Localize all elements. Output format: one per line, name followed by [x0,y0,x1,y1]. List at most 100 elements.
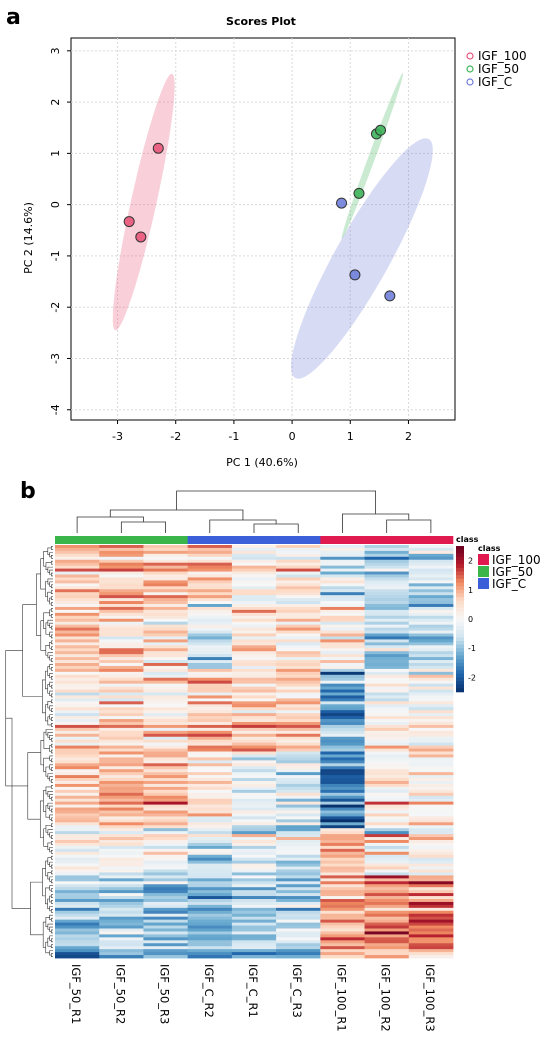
heatmap-cell [408,651,454,655]
heatmap-cell [276,724,321,729]
heatmap-cell [143,742,189,746]
heatmap-cell [55,904,100,909]
heatmap-cell [99,795,144,800]
heatmap-cell [276,916,321,921]
class-bar-igf-50 [55,536,100,544]
heatmap-cell [187,580,233,584]
heatmap-cell [231,651,277,655]
heatmap-cell [320,798,365,803]
heatmap-cell [143,775,189,779]
heatmap-cell [55,949,100,953]
heatmap-cell [187,674,233,679]
heatmap-cell [276,754,321,758]
heatmap-cell [276,736,321,741]
heatmap-cell [187,713,233,717]
heatmap-cell [99,736,144,741]
heatmap-cell [320,724,365,729]
heatmap-cell [99,848,144,853]
heatmap-cell [143,612,189,617]
heatmap-cell [276,795,321,800]
heatmap-cell [99,686,144,690]
heatmap-cell [231,955,277,959]
heatmap-cell [231,609,277,614]
heatmap-cell [276,615,321,620]
heatmap-cell [408,754,454,758]
heatmap-cell [408,748,454,752]
heatmap-cell [55,562,100,567]
heatmap-cell [364,813,410,817]
heatmap-cell [99,834,144,838]
heatmap-cell [143,946,189,950]
heatmap-cell [276,556,321,561]
heatmap-cell [143,606,189,611]
heatmap-cell [143,837,189,841]
heatmap-cell [364,633,410,637]
heatmap-cell [55,683,100,687]
colorbar-segment [456,611,464,616]
heatmap-cell [364,807,410,811]
heatmap-cell [143,580,189,584]
heatmap-cell [320,807,365,811]
heatmap-cell [143,878,189,882]
heatmap-cell [408,577,454,581]
heatmap-cell [276,627,321,631]
heatmap-cell [187,778,233,782]
heatmap-cell [364,854,410,859]
heatmap-cell [99,559,144,564]
heatmap-cell [55,730,100,735]
heatmap-cell [55,878,100,882]
heatmap-cell [320,899,365,903]
heatmap-cell [143,701,189,705]
heatmap-cell [320,810,365,814]
heatmap-cell [55,660,100,664]
heatmap-cell [364,816,410,820]
column-label: IGF_C_R3 [290,964,304,1018]
heatmap-cell [55,612,100,617]
heatmap-cell [55,943,100,947]
heatmap-cell [143,955,189,959]
heatmap-cell [408,919,454,923]
heatmap-cell [99,837,144,841]
heatmap-cell [187,757,233,761]
column-dendrogram [76,490,432,533]
heatmap-cell [187,716,233,720]
heatmap-cell [364,565,410,569]
heatmap-cell [408,627,454,631]
heatmap-cell [320,766,365,770]
heatmap-cell [276,819,321,823]
heatmap-cell [320,851,365,856]
heatmap-cell [276,828,321,832]
heatmap-cell [187,837,233,841]
heatmap-cell [231,928,277,932]
heatmap-cell [187,943,233,947]
heatmap-cell [408,654,454,658]
heatmap-cell [276,609,321,614]
heatmap-cell [320,795,365,800]
heatmap-cell [143,925,189,929]
heatmap-cell [99,781,144,785]
heatmap-cell [187,565,233,569]
heatmap-cell [276,893,321,897]
y-tick-label: 0 [49,201,62,208]
heatmap-cell [143,574,189,578]
heatmap-cell [276,550,321,555]
heatmap-cell [276,671,321,676]
heatmap-cell [55,663,100,667]
heatmap-cell [276,624,321,628]
heatmap-cell [320,934,365,938]
heatmap-cell [55,786,100,791]
heatmap-cell [55,733,100,738]
heatmap-cell [231,642,277,646]
heatmap-cell [99,586,144,590]
legend-marker [466,52,474,60]
legend-label: IGF_100 [478,49,527,63]
heatmap-cell [55,595,100,599]
heatmap-cell [320,748,365,752]
heatmap-cell [320,822,365,826]
heatmap-cell [364,819,410,823]
heatmap-cell [408,863,454,867]
heatmap-cell [364,553,410,558]
heatmap-cell [55,919,100,923]
y-tick-label: 1 [49,150,62,157]
heatmap-cell [99,854,144,859]
